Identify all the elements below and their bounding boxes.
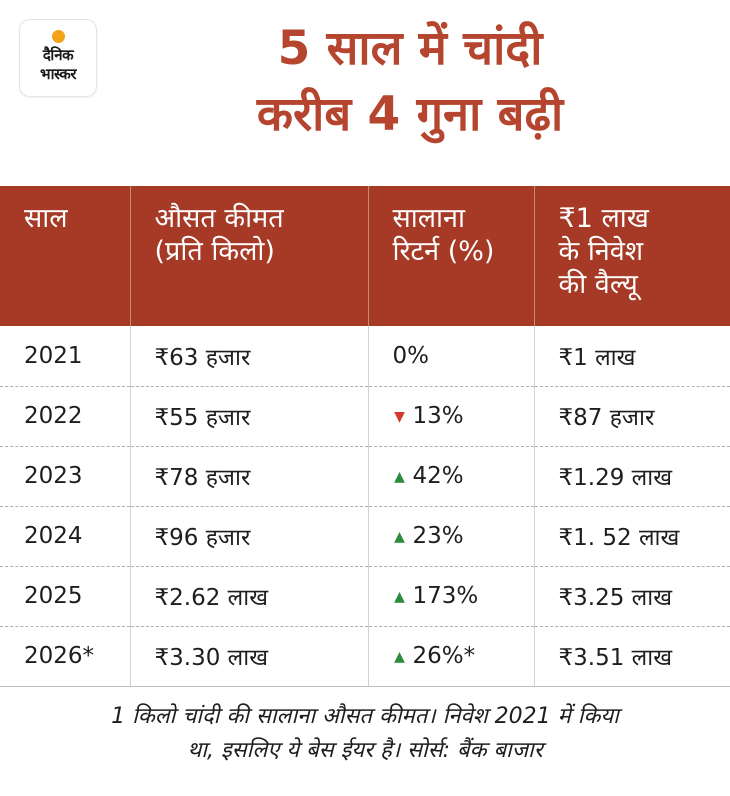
cell-value: ₹87 हजार (534, 386, 730, 447)
header-line: ₹1 लाख (558, 203, 649, 234)
cell-year: 2026* (0, 626, 131, 687)
cell-year: 2022 (0, 386, 131, 447)
cell-year: 2023 (0, 446, 131, 507)
header-year: साल (0, 186, 131, 326)
return-value: 173% (412, 583, 479, 609)
header-line: की वैल्यू (558, 269, 638, 300)
cell-year: 2024 (0, 506, 131, 567)
cell-value: ₹3.25 लाख (534, 566, 730, 627)
double-chevron-up-icon: ▲ (394, 529, 405, 545)
return-value: 13% (412, 403, 464, 429)
logo-text-line2: भास्कर (40, 65, 76, 83)
double-chevron-down-icon: ▼ (394, 409, 405, 425)
cell-return: ▼ 13% (368, 386, 535, 447)
cell-return: ▲ 23% (368, 506, 535, 567)
return-value: 42% (412, 463, 464, 489)
double-chevron-up-icon: ▲ (394, 589, 405, 605)
cell-value: ₹1 लाख (534, 326, 730, 387)
header-line: साल (24, 203, 68, 234)
footnote-line2: था, इसलिए ये बेस ईयर है। सोर्स: बैंक बाज… (187, 738, 543, 763)
header-investment-value: ₹1 लाख के निवेश की वैल्यू (534, 186, 730, 326)
cell-price: ₹2.62 लाख (130, 566, 369, 627)
brand-logo: दैनिक भास्कर (20, 20, 96, 96)
header-annual-return: सालाना रिटर्न (%) (368, 186, 535, 326)
header-line: (प्रति किलो) (154, 236, 275, 267)
table-row: 2026* ₹3.30 लाख ▲ 26%* ₹3.51 लाख (0, 626, 730, 687)
table-header-row: साल औसत कीमत (प्रति किलो) सालाना रिटर्न … (0, 186, 730, 326)
silver-price-table: साल औसत कीमत (प्रति किलो) सालाना रिटर्न … (0, 186, 730, 687)
cell-price: ₹63 हजार (130, 326, 369, 387)
cell-return: ▲ 26%* (368, 626, 535, 687)
double-chevron-up-icon: ▲ (394, 469, 405, 485)
return-value: 0% (392, 342, 430, 369)
return-value: 23% (412, 523, 464, 549)
return-value: 26%* (412, 643, 476, 669)
header-line: रिटर्न (%) (392, 236, 495, 267)
cell-price: ₹96 हजार (130, 506, 369, 567)
cell-value: ₹1. 52 लाख (534, 506, 730, 567)
title-line2: करीब 4 गुना बढ़ी (256, 87, 564, 142)
header-line: के निवेश (558, 236, 644, 267)
page-title: 5 साल में चांदी करीब 4 गुना बढ़ी (110, 16, 710, 148)
double-chevron-up-icon: ▲ (394, 649, 405, 665)
footnote-line1: 1 किलो चांदी की सालाना औसत कीमत। निवेश 2… (111, 704, 619, 729)
header-line: औसत कीमत (154, 203, 284, 234)
cell-price: ₹78 हजार (130, 446, 369, 507)
table-row: 2025 ₹2.62 लाख ▲ 173% ₹3.25 लाख (0, 566, 730, 627)
cell-return: ▲ 173% (368, 566, 535, 627)
cell-year: 2025 (0, 566, 131, 627)
title-line1: 5 साल में चांदी (277, 21, 543, 76)
cell-value: ₹3.51 लाख (534, 626, 730, 687)
table-row: 2022 ₹55 हजार ▼ 13% ₹87 हजार (0, 386, 730, 447)
logo-text-line1: दैनिक (42, 46, 74, 64)
footnote: 1 किलो चांदी की सालाना औसत कीमत। निवेश 2… (20, 700, 710, 768)
sun-icon (52, 30, 65, 43)
cell-value: ₹1.29 लाख (534, 446, 730, 507)
cell-price: ₹3.30 लाख (130, 626, 369, 687)
table-row: 2024 ₹96 हजार ▲ 23% ₹1. 52 लाख (0, 506, 730, 567)
cell-return: ▲ 42% (368, 446, 535, 507)
cell-year: 2021 (0, 326, 131, 387)
header-line: सालाना (392, 203, 466, 234)
header-avg-price: औसत कीमत (प्रति किलो) (130, 186, 369, 326)
table-row: 2021 ₹63 हजार 0% ₹1 लाख (0, 326, 730, 387)
cell-price: ₹55 हजार (130, 386, 369, 447)
cell-return: 0% (368, 326, 535, 387)
table-row: 2023 ₹78 हजार ▲ 42% ₹1.29 लाख (0, 446, 730, 507)
